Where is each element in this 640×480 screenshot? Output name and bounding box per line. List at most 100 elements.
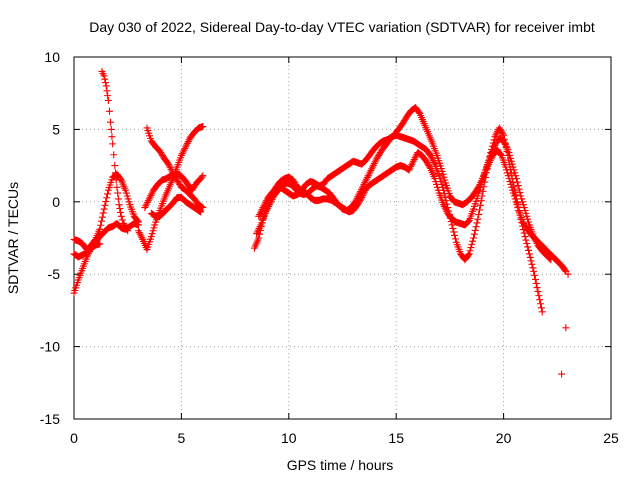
data-point [522, 222, 530, 230]
data-point [507, 170, 515, 178]
data-point [531, 236, 539, 244]
data-point [369, 161, 377, 169]
data-point [440, 202, 448, 210]
data-point [116, 205, 124, 213]
data-point [495, 124, 503, 132]
data-point [510, 192, 518, 200]
data-point [101, 201, 109, 209]
grid-lines [74, 57, 611, 419]
data-point [256, 223, 264, 231]
data-point [188, 186, 196, 194]
x-tick-label: 0 [70, 430, 78, 446]
data-point [545, 254, 553, 262]
data-point [531, 271, 539, 279]
y-tick-label: 5 [52, 121, 60, 137]
data-point [471, 226, 479, 234]
y-tick-label: -15 [40, 411, 60, 427]
data-point [257, 207, 265, 215]
data-point [182, 143, 190, 151]
data-point [112, 176, 120, 184]
data-point [254, 226, 262, 234]
data-point [373, 154, 381, 162]
data-point [508, 160, 516, 168]
data-point [521, 233, 529, 241]
data-point [532, 279, 540, 287]
data-point [123, 192, 131, 200]
data-point [509, 186, 517, 194]
data-point [475, 189, 483, 197]
data-point [171, 173, 179, 181]
data-point [180, 146, 188, 154]
data-point [354, 201, 362, 209]
data-point [361, 179, 369, 187]
data-point [122, 224, 130, 232]
y-axis-label: SDTVAR / TECUs [5, 182, 21, 294]
data-point [102, 79, 110, 87]
data-point [100, 72, 108, 80]
data-point [258, 205, 266, 213]
data-point [513, 178, 521, 186]
data-point [360, 190, 368, 198]
data-point [364, 172, 372, 180]
data-point [116, 175, 124, 183]
data-point [476, 206, 484, 214]
data-point [522, 236, 530, 244]
y-tick-label: -10 [40, 339, 60, 355]
data-point [147, 191, 155, 199]
data-point [122, 186, 130, 194]
data-point [535, 292, 543, 300]
data-point [468, 240, 476, 248]
data-point [158, 150, 166, 158]
data-point [157, 149, 165, 157]
data-point [443, 208, 451, 216]
data-point [472, 223, 480, 231]
data-point [473, 219, 481, 227]
data-point [117, 208, 125, 216]
data-point [527, 257, 535, 265]
data-point [451, 231, 459, 239]
x-tick-label: 10 [281, 430, 297, 446]
data-point [511, 195, 519, 203]
data-point [435, 172, 443, 180]
data-point [183, 139, 191, 147]
data-point [517, 192, 525, 200]
data-point [533, 240, 541, 248]
data-point [409, 157, 417, 165]
data-point [134, 218, 142, 226]
data-point [253, 228, 261, 236]
data-point [101, 75, 109, 83]
data-point [524, 215, 532, 223]
data-point [470, 230, 478, 238]
data-point [166, 164, 174, 172]
data-point [400, 118, 408, 126]
data-point [531, 234, 539, 242]
data-point [464, 217, 472, 225]
data-point [120, 221, 128, 229]
data-point [426, 163, 434, 171]
data-point [564, 270, 572, 278]
data-point [529, 264, 537, 272]
data-point [171, 172, 179, 180]
data-point [197, 208, 205, 216]
data-point [141, 204, 149, 212]
data-point [432, 178, 440, 186]
data-point [265, 201, 273, 209]
data-point [260, 202, 268, 210]
data-point [531, 275, 539, 283]
data-point [428, 155, 436, 163]
data-point [366, 168, 374, 176]
data-point [431, 175, 439, 183]
data-point [185, 136, 193, 144]
data-point [492, 131, 500, 139]
data-point [525, 246, 533, 254]
data-point [410, 156, 418, 164]
x-tick-label: 15 [388, 430, 404, 446]
data-point [502, 163, 510, 171]
data-point [98, 213, 106, 221]
data-point [497, 127, 505, 135]
data-point [113, 183, 121, 191]
data-point [100, 205, 108, 213]
data-point [522, 209, 530, 217]
data-point [470, 234, 478, 242]
data-point [512, 175, 520, 183]
